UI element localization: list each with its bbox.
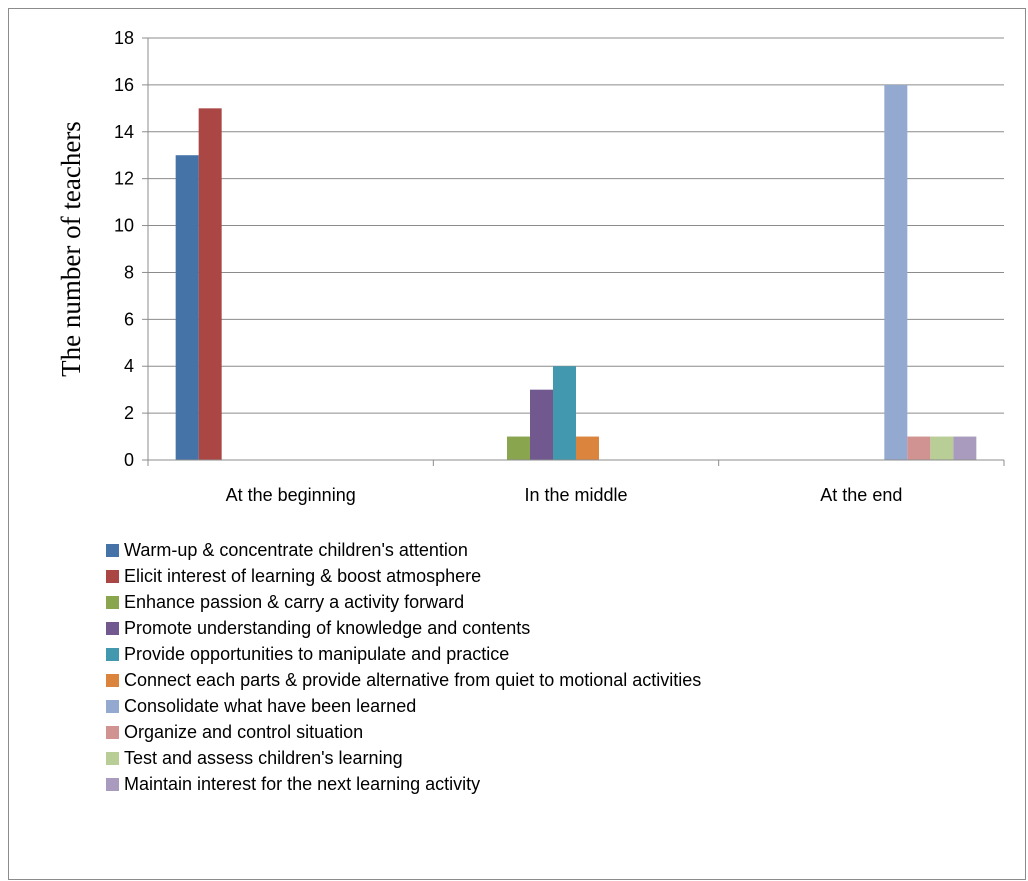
x-category-labels: At the beginning In the middle At the end (226, 485, 903, 505)
y-tick-label: 2 (124, 403, 134, 423)
bar (907, 436, 931, 460)
bar (530, 389, 553, 460)
y-tick-label: 16 (114, 75, 134, 95)
bar (884, 84, 908, 460)
legend-item: Connect each parts & provide alternative… (106, 667, 701, 693)
legend-item: Provide opportunities to manipulate and … (106, 641, 701, 667)
y-tick-label: 8 (124, 262, 134, 282)
legend-item: Organize and control situation (106, 719, 701, 745)
bar (507, 436, 530, 460)
y-tick-label: 12 (114, 169, 134, 189)
x-category-label: At the end (820, 485, 902, 505)
x-category-label: In the middle (524, 485, 627, 505)
bars (175, 84, 977, 460)
x-category-label: At the beginning (226, 485, 356, 505)
legend-swatch (106, 543, 119, 557)
bar (576, 436, 599, 460)
y-axis-label: The number of teachers (56, 121, 86, 377)
legend-label: Organize and control situation (124, 721, 364, 742)
bar (198, 108, 222, 460)
legend-label: Warm-up & concentrate children's attenti… (124, 539, 468, 560)
y-tick-label: 0 (124, 450, 134, 470)
legend-item: Consolidate what have been learned (106, 693, 701, 719)
legend-swatch (106, 751, 119, 765)
bar (175, 155, 199, 460)
y-tick-label: 4 (124, 356, 134, 376)
legend-item: Elicit interest of learning & boost atmo… (106, 563, 701, 589)
legend-item: Promote understanding of knowledge and c… (106, 615, 701, 641)
legend-swatch (106, 699, 119, 713)
legend-item: Test and assess children's learning (106, 745, 701, 771)
legend-swatch (106, 777, 119, 791)
legend-label: Elicit interest of learning & boost atmo… (124, 565, 482, 586)
legend-swatch (106, 647, 119, 661)
legend-item: Maintain interest for the next learning … (106, 771, 701, 797)
gridlines (148, 37, 1004, 414)
legend-item: Enhance passion & carry a activity forwa… (106, 589, 701, 615)
legend-item: Warm-up & concentrate children's attenti… (106, 537, 701, 563)
legend-swatch (106, 673, 119, 687)
legend-label: Promote understanding of knowledge and c… (124, 617, 531, 638)
legend: Warm-up & concentrate children's attenti… (106, 537, 701, 797)
axes (142, 37, 1005, 466)
legend-label: Consolidate what have been learned (124, 695, 417, 716)
legend-swatch (106, 621, 119, 635)
y-tick-labels: 0 2 4 6 8 10 12 14 16 18 (114, 28, 134, 470)
y-tick-label: 18 (114, 28, 134, 48)
legend-label: Connect each parts & provide alternative… (124, 669, 702, 690)
bar (953, 436, 977, 460)
legend-label: Enhance passion & carry a activity forwa… (124, 591, 465, 612)
bar (553, 366, 576, 460)
legend-swatch (106, 595, 119, 609)
y-tick-label: 6 (124, 309, 134, 329)
legend-label: Provide opportunities to manipulate and … (124, 643, 510, 664)
bar (930, 436, 954, 460)
legend-swatch (106, 725, 119, 739)
legend-label: Test and assess children's learning (124, 747, 403, 768)
y-tick-label: 10 (114, 216, 134, 236)
legend-swatch (106, 569, 119, 583)
legend-label: Maintain interest for the next learning … (124, 773, 481, 794)
y-tick-label: 14 (114, 122, 134, 142)
